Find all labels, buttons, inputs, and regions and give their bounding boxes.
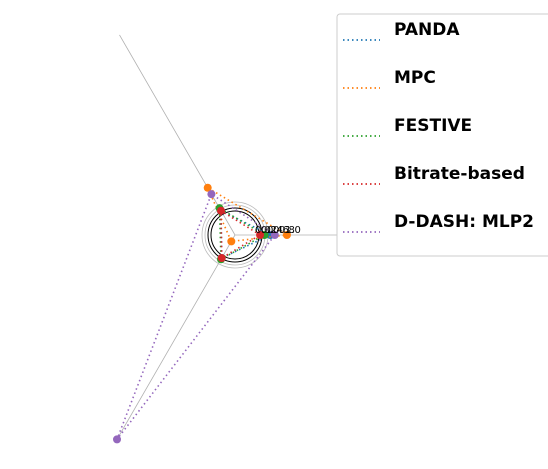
radial-tick-label: 0.2 bbox=[261, 225, 277, 236]
data-point bbox=[256, 231, 265, 239]
legend-item: FESTIVE bbox=[343, 116, 472, 137]
legend-item: D-DASH: MLP2 bbox=[343, 212, 534, 233]
legend-item: Bitrate-based bbox=[343, 164, 525, 185]
radial-tick-label: 0.0 bbox=[255, 225, 271, 236]
data-point bbox=[113, 435, 121, 444]
legend: PANDA MPC FESTIVE Bitrate-based D-DASH: MLP2 bbox=[336, 13, 548, 257]
legend-label: MPC bbox=[394, 68, 436, 88]
legend-label: Bitrate-based bbox=[394, 164, 525, 184]
data-point bbox=[227, 237, 236, 246]
legend-label: PANDA bbox=[394, 20, 460, 40]
radial-tick-label: 0.8 bbox=[279, 225, 295, 236]
data-point bbox=[282, 231, 291, 239]
radial-tick-label: 0.4 bbox=[267, 225, 283, 236]
data-point bbox=[216, 206, 225, 215]
series-line bbox=[220, 209, 262, 260]
radar-axis-spoke bbox=[119, 34, 236, 236]
series-line bbox=[220, 209, 273, 260]
series-line bbox=[218, 206, 267, 261]
data-point bbox=[270, 231, 279, 239]
radar-series-group bbox=[113, 183, 291, 444]
legend-label: D-DASH: MLP2 bbox=[394, 212, 534, 232]
radial-tick-labels: 0.00.20.40.60.81.0 bbox=[255, 225, 301, 236]
legend-item: MPC bbox=[343, 68, 436, 89]
series-line bbox=[116, 192, 276, 440]
legend-label: FESTIVE bbox=[394, 116, 472, 136]
radial-tick-label: 1.0 bbox=[285, 225, 301, 236]
data-point bbox=[203, 183, 212, 192]
series-bitrate-based bbox=[216, 206, 265, 262]
legend-item: PANDA bbox=[343, 20, 460, 41]
data-point bbox=[217, 253, 226, 262]
legend-frame bbox=[336, 13, 548, 257]
series-d-dash-mlp2 bbox=[113, 190, 279, 444]
radar-axis-spoke bbox=[119, 234, 236, 436]
data-point bbox=[207, 190, 216, 199]
radial-tick-label: 0.6 bbox=[273, 225, 289, 236]
